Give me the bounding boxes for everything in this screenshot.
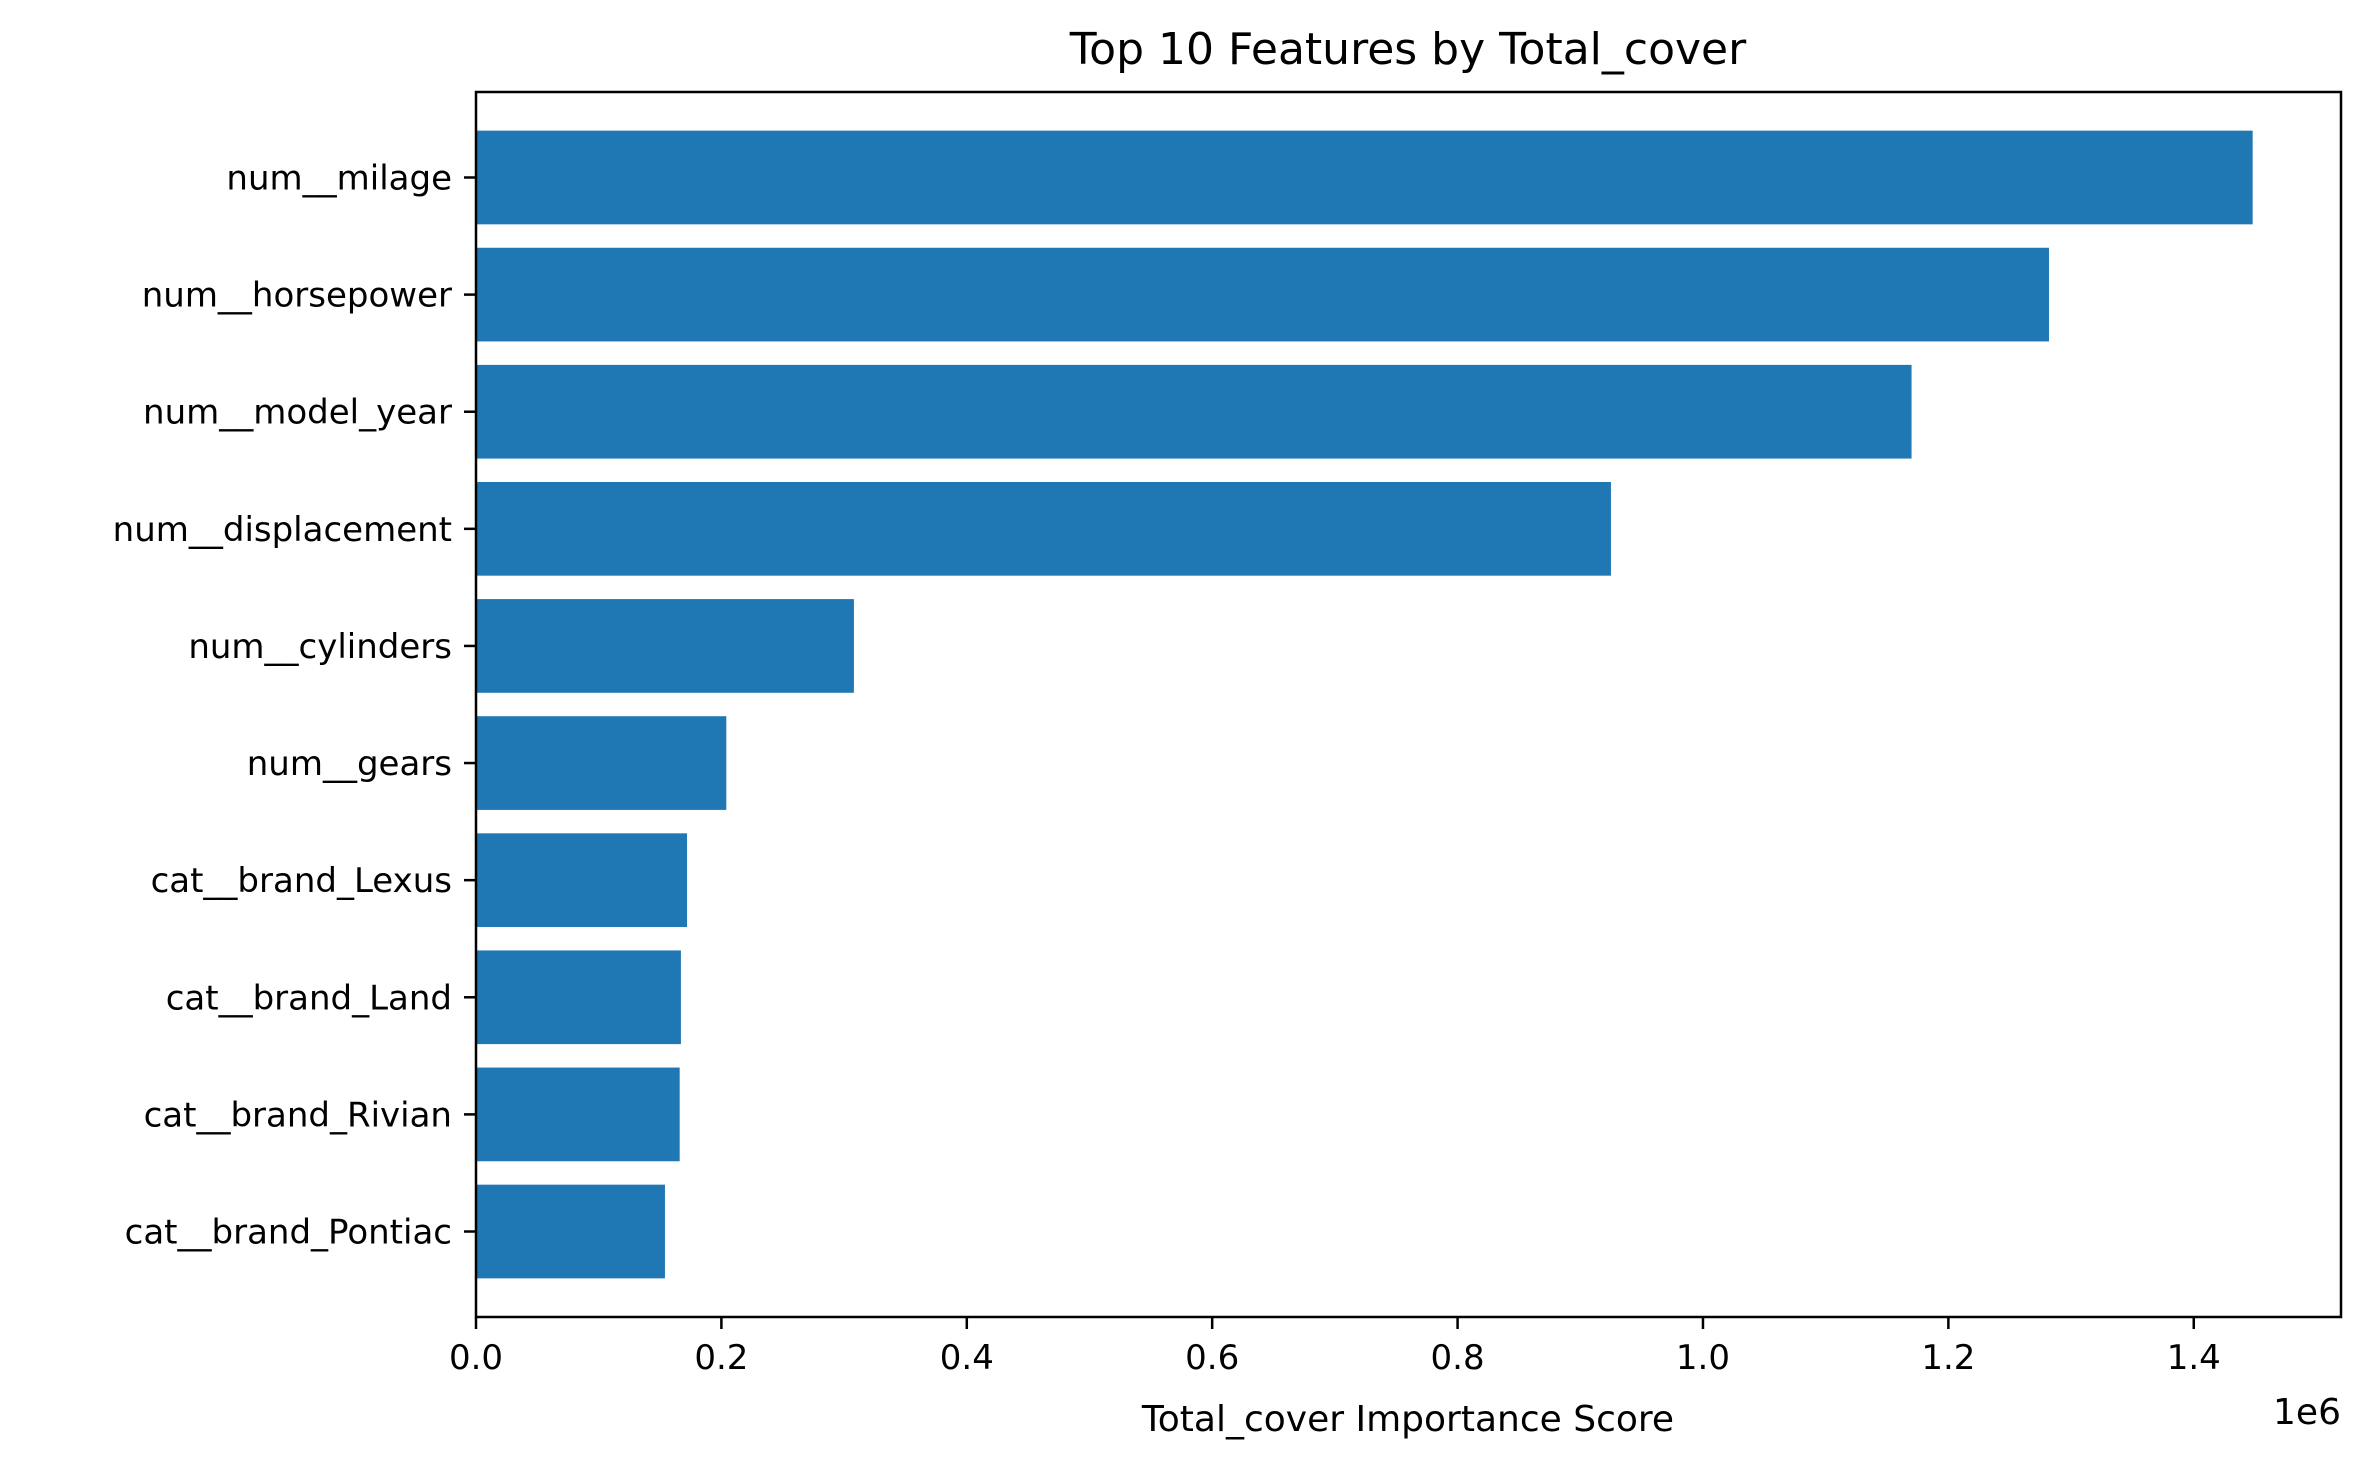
x-tick-label: 0.4 [940,1338,994,1378]
bar-cat__brand_Rivian [476,1067,680,1162]
bar-cat__brand_Lexus [476,833,688,928]
y-tick-label: num__milage [226,158,452,198]
bar-num__milage [476,130,2253,225]
plot-frame [474,90,2343,1319]
bar-num__displacement [476,481,1611,576]
x-tick-label: 0.8 [1431,1338,1485,1378]
x-tick-label: 1.0 [1676,1338,1730,1378]
chart-title: Top 10 Features by Total_cover [1069,24,1747,75]
bar-num__cylinders [476,599,854,693]
x-tick-label: 1.2 [1921,1338,1975,1378]
y-axis: num__milage num__horsepower num__model_yea… [113,158,476,1253]
y-tick-label: num__displacement [113,510,452,550]
bars-group [476,130,2253,1279]
x-tick-label: 0.6 [1185,1338,1239,1378]
bar-num__gears [476,716,727,810]
x-tick-label: 0.2 [694,1338,748,1378]
y-tick-label: num__gears [247,744,452,784]
x-axis-label: Total_cover Importance Score [1141,1399,1674,1440]
x-tick-label: 1.4 [2167,1338,2221,1378]
y-tick-label: num__horsepower [142,276,452,316]
y-tick-label: num__model_year [143,393,452,433]
y-tick-label: cat__brand_Lexus [151,861,452,901]
x-axis-offset-label: 1e6 [2273,1392,2341,1433]
bar-num__model_year [476,364,1912,459]
y-tick-label: num__cylinders [188,627,452,667]
bar-cat__brand_Land [476,950,681,1045]
y-tick-label: cat__brand_Rivian [144,1095,452,1135]
y-tick-label: cat__brand_Pontiac [125,1213,452,1253]
bar-num__horsepower [476,247,2049,342]
x-axis: 0.0 0.2 0.4 0.6 0.8 1.0 1.2 1.4 [449,1317,2221,1378]
x-tick-label: 0.0 [449,1338,503,1378]
y-tick-label: cat__brand_Land [166,978,452,1018]
bar-cat__brand_Pontiac [476,1184,665,1279]
